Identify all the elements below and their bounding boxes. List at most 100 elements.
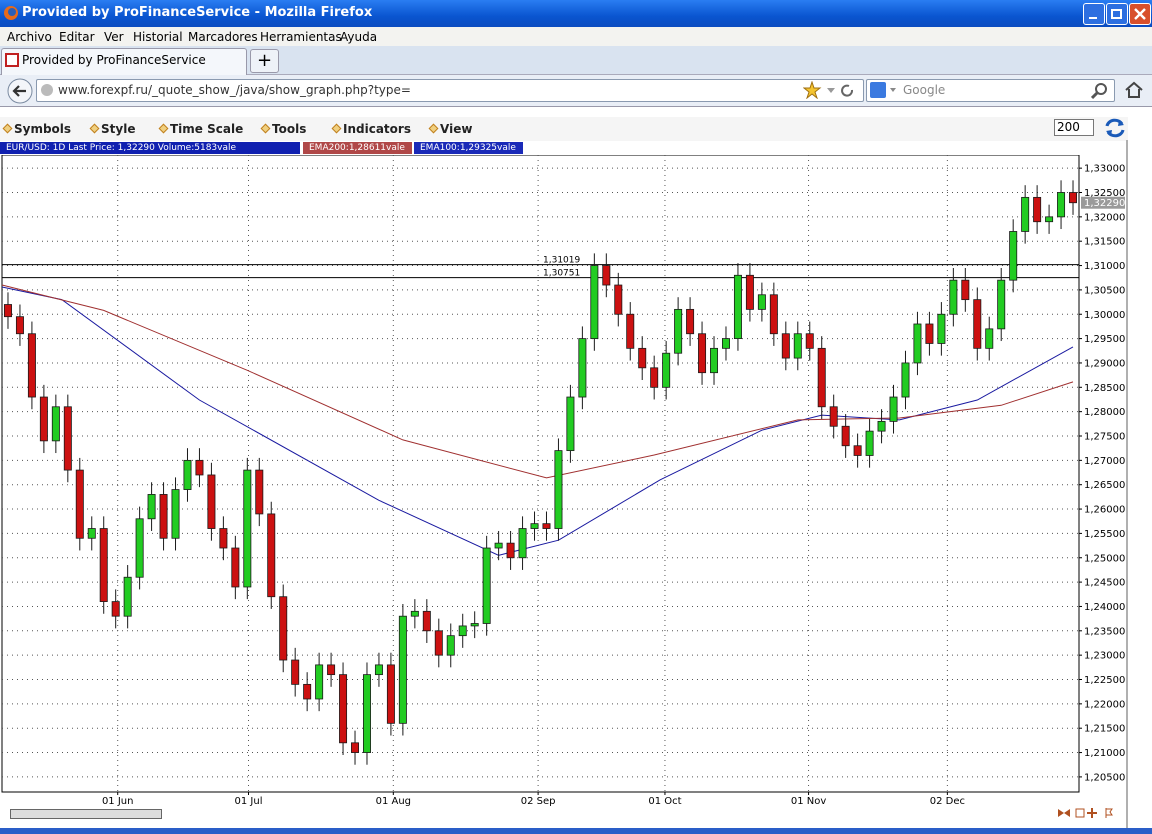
- candle-body: [745, 274, 754, 310]
- candle-body: [686, 308, 695, 335]
- search-engine-icon[interactable]: [870, 82, 898, 98]
- candle-body: [913, 323, 922, 364]
- y-tick-label: 1,22500: [1084, 675, 1125, 686]
- horizontal-scrollbar[interactable]: [10, 809, 162, 819]
- tab[interactable]: [1, 48, 247, 75]
- y-tick-label: 1,29500: [1084, 334, 1125, 345]
- menu-item[interactable]: Archivo: [7, 30, 52, 44]
- menu-item[interactable]: Historial: [133, 30, 183, 44]
- candle-body: [518, 528, 527, 559]
- back-button[interactable]: [6, 77, 34, 105]
- candle-body: [458, 625, 467, 637]
- toolbar-item[interactable]: Tools: [272, 122, 307, 136]
- candle-body: [255, 469, 264, 515]
- y-tick-label: 1,28000: [1084, 407, 1125, 418]
- menu-item[interactable]: Herramientas: [260, 30, 342, 44]
- ema100-info: EMA100:1,29325vale: [414, 142, 523, 154]
- candle-body: [398, 615, 407, 724]
- y-tick-label: 1,32500: [1084, 188, 1125, 199]
- minimize-button[interactable]: [1083, 3, 1105, 25]
- close-button[interactable]: [1129, 3, 1151, 25]
- last-price-marker: [1081, 196, 1125, 209]
- candle-body: [829, 406, 838, 427]
- candle-body: [626, 313, 635, 349]
- candle-body: [733, 274, 742, 340]
- y-tick-label: 1,20500: [1084, 772, 1125, 783]
- y-tick-label: 1,31000: [1084, 261, 1125, 272]
- maximize-button[interactable]: [1106, 3, 1128, 25]
- candle-body: [422, 610, 431, 632]
- candle-body: [1045, 216, 1054, 223]
- zoom-controls[interactable]: [1056, 806, 1118, 820]
- candle-body: [410, 610, 419, 617]
- candle-body: [243, 469, 252, 588]
- plot-area: [1, 155, 1080, 793]
- menu-item[interactable]: Ayuda: [340, 30, 378, 44]
- candle-body: [147, 494, 156, 520]
- menu-item[interactable]: Editar: [59, 30, 95, 44]
- candle-body: [195, 459, 204, 476]
- candle-body: [542, 523, 551, 529]
- y-tick-label: 1,25000: [1084, 553, 1125, 564]
- x-tick-label: 01 Jun: [102, 796, 134, 807]
- candle-body: [87, 528, 96, 539]
- candle-body: [769, 294, 778, 335]
- y-tick-label: 1,28500: [1084, 383, 1125, 394]
- candle-body: [805, 333, 814, 349]
- candle-body: [315, 664, 324, 700]
- candle-body: [554, 450, 563, 529]
- price-chart: 1,33000 1,32500 1,32000 1,31500 1,31000 1,305…: [1, 155, 1125, 807]
- search-placeholder: Google: [903, 83, 946, 97]
- y-tick-label: 1,30000: [1084, 310, 1125, 321]
- toolbar-item[interactable]: Time Scale: [170, 122, 244, 136]
- candle-body: [530, 523, 539, 529]
- candle-body: [566, 396, 575, 452]
- candle-body: [614, 284, 623, 315]
- y-tick-label: 1,31500: [1084, 237, 1125, 248]
- y-tick-label: 1,30500: [1084, 285, 1125, 296]
- last-price-label: 1,32290: [1084, 198, 1125, 209]
- candle-body: [374, 664, 383, 676]
- y-tick-label: 1,25500: [1084, 529, 1125, 540]
- toolbar-item[interactable]: Symbols: [14, 122, 72, 136]
- site-icon: [41, 84, 53, 96]
- candle-body: [877, 420, 886, 432]
- toolbar-item[interactable]: Style: [101, 122, 136, 136]
- search-button[interactable]: [1091, 82, 1109, 100]
- menu-item[interactable]: Marcadores: [188, 30, 258, 44]
- bar-count-input[interactable]: 200: [1054, 119, 1094, 136]
- candle-body: [710, 347, 719, 374]
- candle-body: [949, 279, 958, 315]
- menu-item[interactable]: Ver: [104, 30, 124, 44]
- y-tick-label: 1,23000: [1084, 651, 1125, 662]
- refresh-button[interactable]: [1103, 117, 1127, 139]
- y-tick-label: 1,23500: [1084, 626, 1125, 637]
- candle-body: [446, 635, 455, 656]
- candle-body: [757, 294, 766, 310]
- candle-body: [183, 459, 192, 490]
- url-icons: [803, 81, 854, 99]
- toolbar-item[interactable]: View: [440, 122, 473, 136]
- y-tick-label: 1,24000: [1084, 602, 1125, 613]
- candle-body: [362, 674, 371, 753]
- y-tick-label: 1,29000: [1084, 358, 1125, 369]
- candle-body: [985, 328, 994, 349]
- x-tick-label: 01 Jul: [235, 796, 263, 807]
- candle-body: [15, 316, 24, 335]
- new-tab-button[interactable]: +: [250, 49, 279, 73]
- search-box[interactable]: [866, 79, 1115, 102]
- toolbar-item[interactable]: Indicators: [343, 122, 411, 136]
- y-tick-label: 1,21500: [1084, 724, 1125, 735]
- home-button[interactable]: [1124, 81, 1144, 99]
- candle-body: [1009, 231, 1018, 281]
- candle-body: [267, 513, 276, 598]
- y-tick-label: 1,22000: [1084, 699, 1125, 710]
- candle-body: [1057, 192, 1066, 218]
- url-bar[interactable]: [36, 79, 864, 102]
- level-label: 1,30751: [543, 269, 580, 279]
- candle-body: [853, 445, 862, 456]
- quote-info: EUR/USD: 1D Last Price: 1,32290 Volume:5…: [0, 142, 300, 154]
- ema-line: [1, 284, 1074, 479]
